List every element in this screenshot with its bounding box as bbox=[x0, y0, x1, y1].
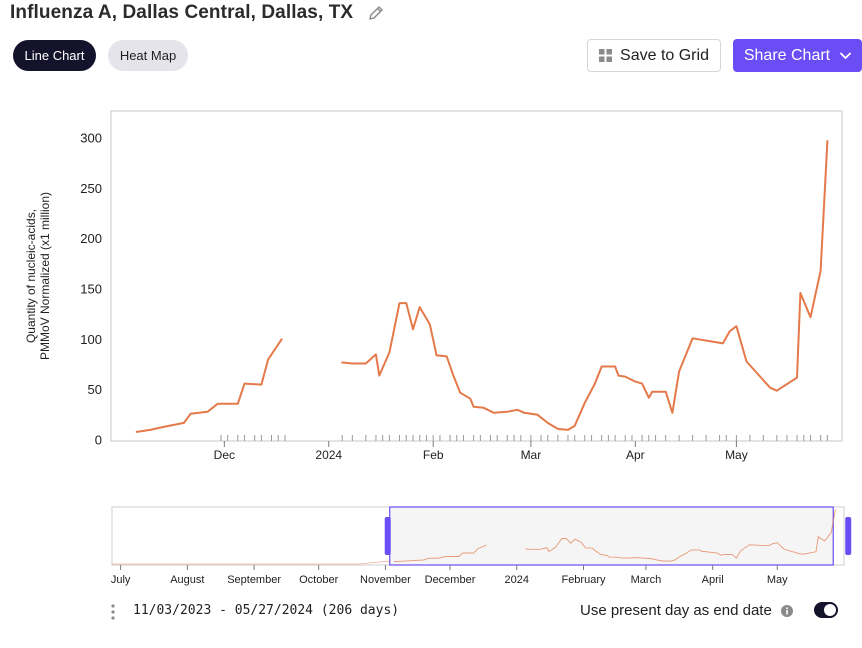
y-axis-label-line: Quantity of nucleic-acids, bbox=[24, 209, 38, 343]
brush-x-tick-label: February bbox=[561, 574, 606, 586]
y-tick-label: 300 bbox=[80, 131, 102, 146]
share-chart-button[interactable]: Share Chart bbox=[733, 39, 862, 72]
series-line-segment bbox=[341, 140, 829, 431]
series-line-segment bbox=[135, 338, 283, 433]
grid-icon bbox=[599, 49, 613, 62]
brush-handle-left bbox=[384, 517, 391, 555]
y-axis-label-line: PMMoV Normalized (x1 million) bbox=[38, 192, 52, 360]
x-tick-label: Apr bbox=[626, 448, 645, 462]
tab-heat-map[interactable]: Heat Map bbox=[108, 40, 188, 71]
brush-x-tick-label: March bbox=[631, 574, 662, 586]
brush-handle-right bbox=[845, 517, 852, 555]
x-tick-label: Dec bbox=[214, 448, 235, 462]
info-icon[interactable] bbox=[781, 604, 793, 620]
range-selector-chart[interactable]: July August September October November Decemb… bbox=[0, 500, 862, 592]
x-tick-label: Feb bbox=[423, 448, 444, 462]
chevron-down-icon bbox=[840, 52, 852, 59]
x-tick-label: 2024 bbox=[315, 448, 342, 462]
save-to-grid-label: Save to Grid bbox=[620, 46, 709, 64]
brush-x-tick-label: November bbox=[360, 574, 411, 586]
y-tick-label: 0 bbox=[95, 433, 102, 448]
brush-baseline bbox=[112, 560, 390, 565]
brush-x-tick-label: September bbox=[227, 574, 281, 586]
x-tick-label: May bbox=[725, 448, 748, 462]
y-tick-label: 250 bbox=[80, 181, 102, 196]
brush-x-tick-label: October bbox=[299, 574, 338, 586]
footer-bar: 11/03/2023 - 05/27/2024 (206 days) Use p… bbox=[0, 600, 862, 624]
brush-selection bbox=[389, 506, 834, 566]
brush-x-tick-label: July bbox=[111, 574, 131, 586]
y-axis-label: Quantity of nucleic-acids,PMMoV Normaliz… bbox=[24, 192, 52, 360]
brush-series-line bbox=[393, 544, 487, 563]
brush-x-tick-label: April bbox=[702, 574, 724, 586]
y-tick-label: 150 bbox=[80, 282, 102, 297]
save-to-grid-button[interactable]: Save to Grid bbox=[587, 39, 721, 72]
kebab-menu-icon[interactable] bbox=[110, 603, 116, 624]
main-line-chart[interactable]: 0 50 100 150 200 250 300 Quantity of nucleic-ac… bbox=[0, 100, 862, 470]
y-tick-label: 200 bbox=[80, 231, 102, 246]
toggle-knob bbox=[824, 604, 836, 616]
present-day-toggle[interactable] bbox=[814, 602, 838, 618]
y-tick-label: 100 bbox=[80, 332, 102, 347]
page-title: Influenza A, Dallas Central, Dallas, TX bbox=[10, 2, 354, 23]
pencil-icon[interactable] bbox=[367, 4, 385, 22]
x-tick-label: Mar bbox=[521, 448, 542, 462]
plot-frame bbox=[110, 110, 843, 442]
brush-x-tick-label: December bbox=[425, 574, 476, 586]
brush-x-tick-label: 2024 bbox=[505, 574, 529, 586]
present-day-label: Use present day as end date bbox=[580, 602, 772, 619]
brush-x-tick-label: August bbox=[170, 574, 204, 586]
share-chart-label: Share Chart bbox=[743, 46, 831, 64]
tab-line-chart[interactable]: Line Chart bbox=[13, 40, 96, 71]
y-tick-label: 50 bbox=[88, 382, 102, 397]
date-range-text: 11/03/2023 - 05/27/2024 (206 days) bbox=[133, 603, 400, 618]
brush-series-line bbox=[525, 509, 836, 562]
brush-x-tick-label: May bbox=[767, 574, 788, 586]
